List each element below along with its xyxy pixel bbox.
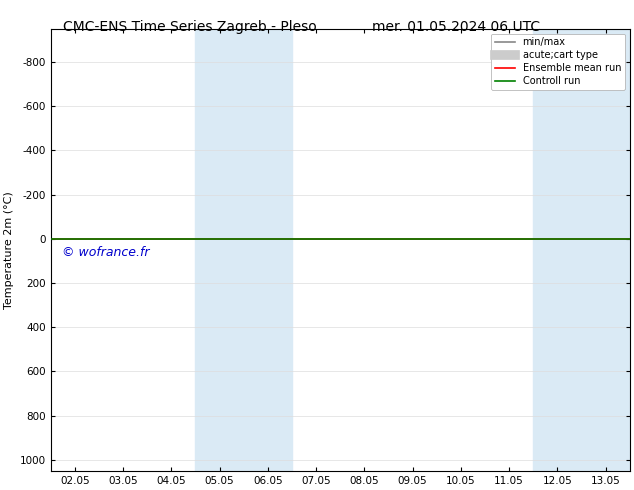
Bar <box>533 29 581 471</box>
Text: mer. 01.05.2024 06 UTC: mer. 01.05.2024 06 UTC <box>372 20 541 34</box>
Bar <box>195 29 243 471</box>
Bar <box>243 29 292 471</box>
Text: CMC-ENS Time Series Zagreb - Pleso: CMC-ENS Time Series Zagreb - Pleso <box>63 20 317 34</box>
Text: © wofrance.fr: © wofrance.fr <box>62 245 150 259</box>
Bar <box>581 29 630 471</box>
Y-axis label: Temperature 2m (°C): Temperature 2m (°C) <box>4 191 14 309</box>
Legend: min/max, acute;cart type, Ensemble mean run, Controll run: min/max, acute;cart type, Ensemble mean … <box>491 33 625 90</box>
